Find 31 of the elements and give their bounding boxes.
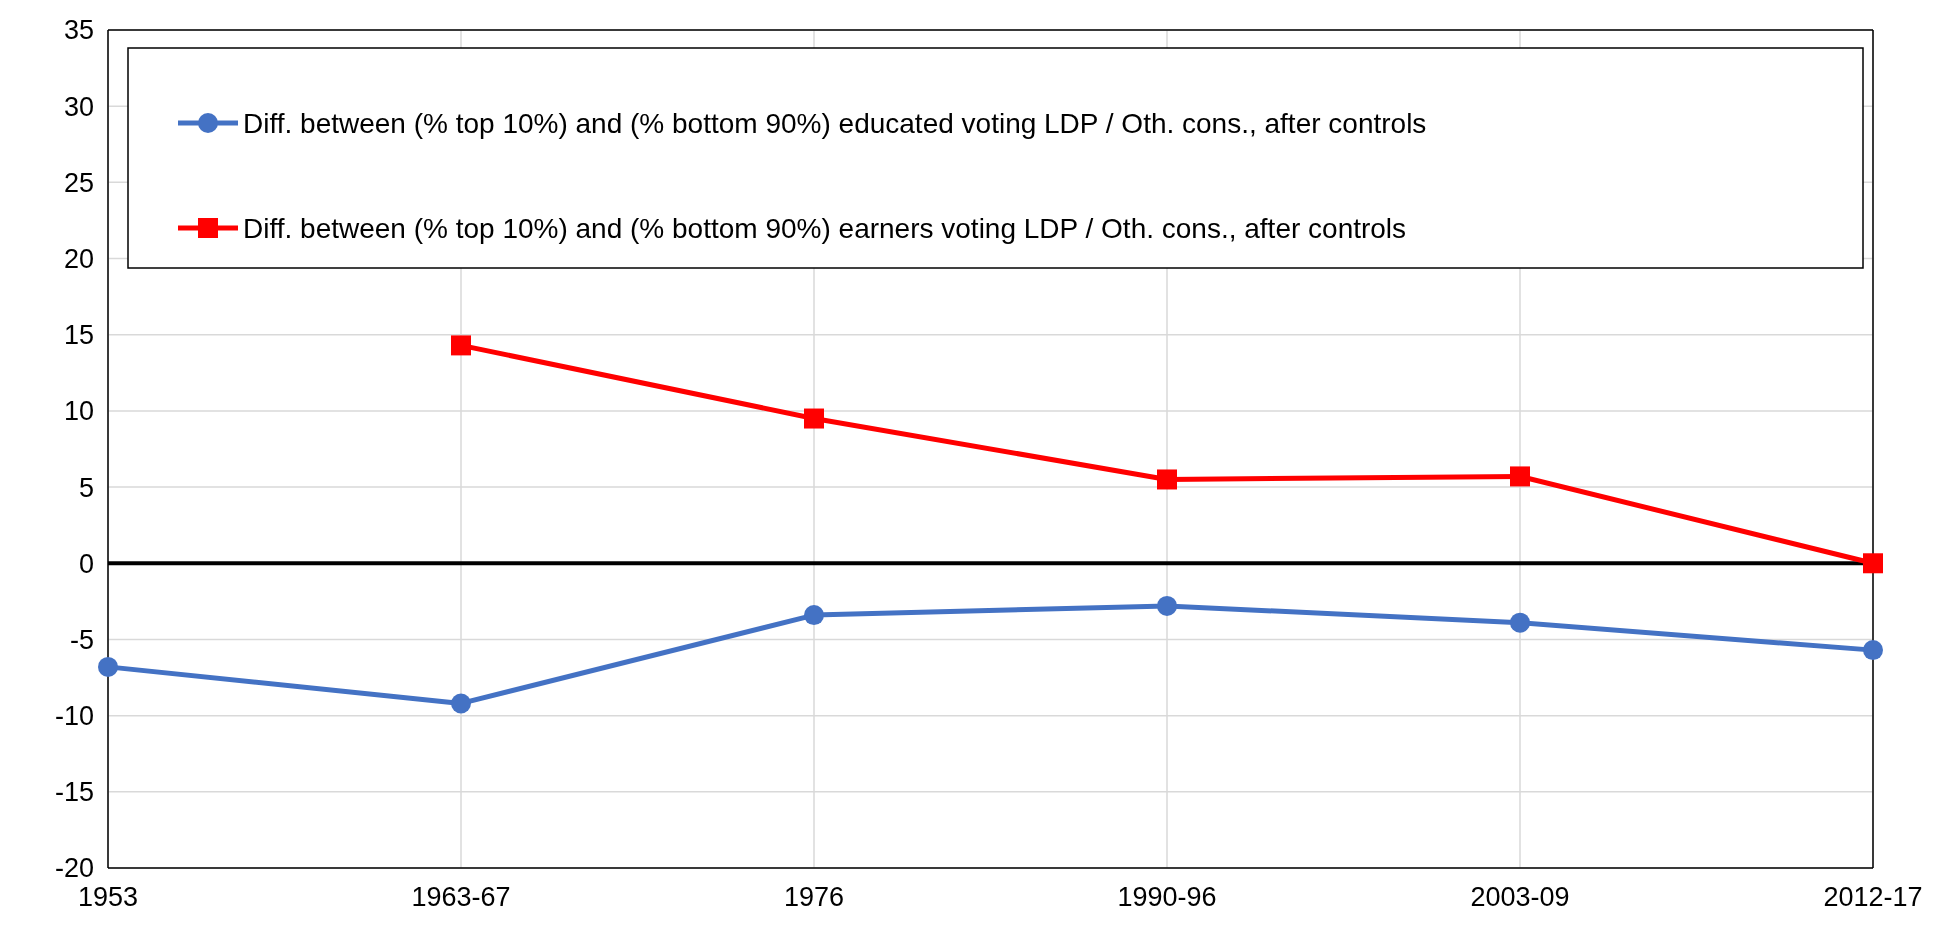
x-tick-label: 2012-17: [1823, 882, 1923, 912]
y-tick-label: 10: [63, 396, 94, 427]
y-tick-label: -5: [69, 624, 94, 655]
y-tick-label: 15: [63, 320, 94, 351]
x-tick-label: 1990-96: [1117, 882, 1217, 912]
x-tick-label: 2003-09: [1470, 882, 1570, 912]
point: [1157, 469, 1177, 490]
point: [451, 335, 471, 356]
point: [1863, 553, 1883, 574]
x-tick-label: 1963-67: [411, 882, 511, 912]
y-tick-label: -15: [54, 777, 94, 808]
point: [1510, 466, 1530, 487]
x-tick-label: 1976: [783, 882, 845, 912]
legend-label: Diff. between (% top 10%) and (% bottom 90%) educated voting LDP / Oth. cons., after controls: [243, 107, 1427, 139]
point: [98, 656, 118, 677]
point: [804, 408, 824, 429]
legend-label: Diff. between (% top 10%) and (% bottom 90%) earners voting LDP / Oth. cons., after controls: [243, 212, 1407, 244]
point: [804, 605, 824, 626]
y-tick-label: 25: [63, 167, 94, 198]
y-tick-label: 0: [78, 548, 94, 579]
point: [1157, 595, 1177, 616]
y-tick-label: 30: [63, 91, 94, 122]
y-tick-label: 20: [63, 244, 94, 274]
point: [451, 693, 471, 714]
y-tick-label: 35: [63, 15, 94, 46]
y-tick-label: -20: [54, 853, 94, 884]
y-tick-label: -10: [54, 701, 94, 732]
x-tick-label: 1953: [77, 882, 139, 912]
y-tick-label: 5: [78, 472, 94, 503]
point: [1510, 612, 1530, 633]
point: [1863, 640, 1883, 661]
